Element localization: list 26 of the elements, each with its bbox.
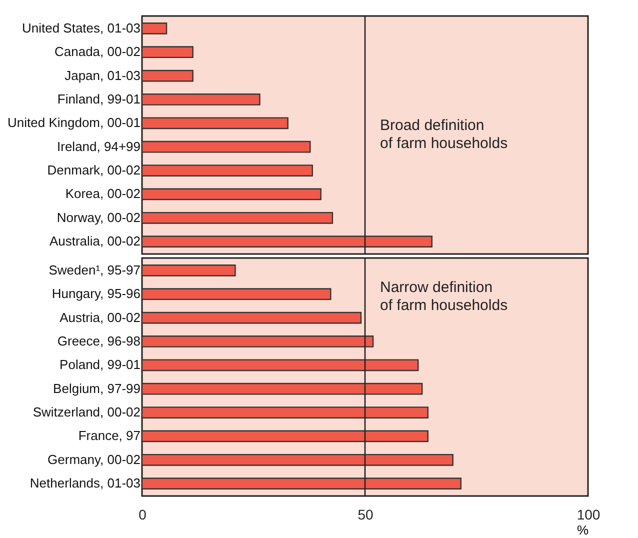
- y-tick-label: Norway, 00-02: [56, 210, 140, 225]
- x-tick-label: 100: [576, 506, 600, 522]
- y-tick-label: France, 97: [78, 428, 140, 444]
- y-tick-label: Belgium, 97-99: [53, 380, 140, 396]
- y-tick-label: Finland, 99-01: [57, 91, 140, 106]
- y-tick-label: Switzerland, 00-02: [32, 404, 140, 420]
- y-tick-label: Korea, 00-02: [65, 186, 140, 202]
- y-tick-label: Denmark, 00-02: [47, 162, 140, 178]
- y-tick-label: Canada, 00-02: [54, 44, 140, 60]
- y-tick-label: Hungary, 95-96: [52, 286, 140, 302]
- y-tick-label: Poland, 99-01: [60, 357, 140, 372]
- x-tick-label: 0: [138, 506, 147, 522]
- x-tick-label: 50: [358, 506, 374, 522]
- y-tick-label: Sweden¹, 95-97: [48, 262, 140, 278]
- y-tick-label: Germany, 00-02: [48, 452, 140, 467]
- y-tick-label: Greece, 96-98: [57, 333, 140, 348]
- y-tick-label: Netherlands, 01-03: [30, 476, 140, 491]
- y-tick-label: Austria, 00-02: [60, 310, 140, 325]
- y-tick-label: Japan, 01-03: [64, 68, 140, 83]
- y-tick-label: United States, 01-03: [22, 20, 140, 36]
- annotation: Narrow definition of farm households: [380, 279, 508, 314]
- annotation: Broad definition of farm households: [380, 117, 508, 152]
- y-tick-label: Ireland, 94+99: [57, 138, 140, 154]
- x-axis-title: %: [576, 522, 589, 538]
- y-tick-label: Australia, 00-02: [49, 234, 140, 249]
- y-tick-label: United Kingdom, 00-01: [8, 115, 140, 130]
